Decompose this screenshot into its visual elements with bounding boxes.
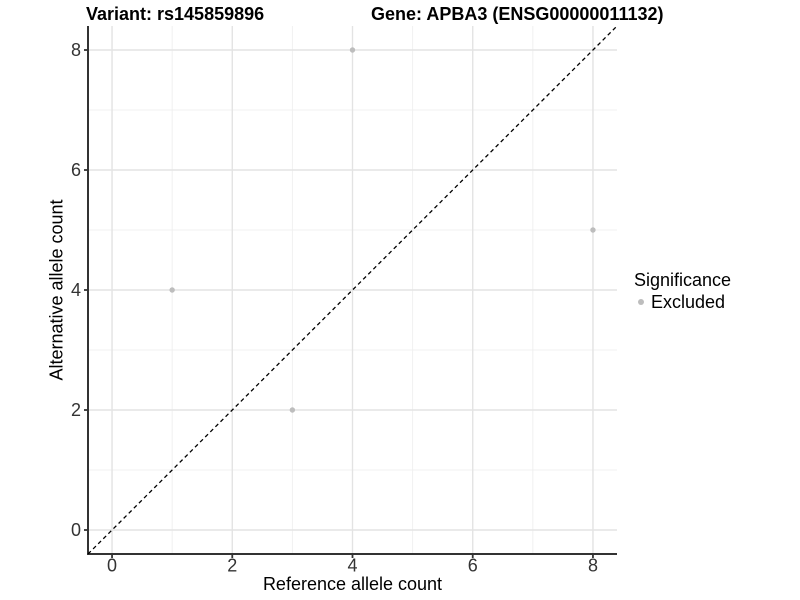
x-tick-label: 0 — [107, 556, 117, 576]
x-tick-label: 6 — [468, 556, 478, 576]
legend: Significance Excluded — [634, 270, 731, 312]
y-tick-label: 0 — [71, 520, 81, 540]
data-point — [169, 287, 175, 293]
y-tick-label: 2 — [71, 400, 81, 420]
y-axis-title: Alternative allele count — [46, 199, 67, 381]
legend-item-label: Excluded — [651, 292, 726, 312]
legend-title: Significance — [634, 270, 732, 290]
plot-title-variant: Variant: rs145859896 — [86, 4, 265, 24]
y-tick-label: 8 — [71, 40, 81, 60]
legend-item-excluded: Excluded — [634, 292, 731, 312]
legend-point-icon — [638, 299, 644, 305]
x-tick-label: 2 — [227, 556, 237, 576]
x-axis-title: Reference allele count — [262, 574, 443, 594]
x-tick-label: 8 — [588, 556, 598, 576]
data-point — [349, 47, 356, 53]
y-tick-label: 4 — [71, 280, 81, 300]
identity-line — [87, 25, 618, 555]
plot-title-gene: Gene: APBA3 (ENSG00000011132) — [371, 4, 664, 24]
y-tick-label: 6 — [71, 160, 81, 180]
data-point — [289, 407, 296, 413]
x-tick-label: 4 — [347, 556, 357, 576]
data-point — [590, 227, 596, 233]
